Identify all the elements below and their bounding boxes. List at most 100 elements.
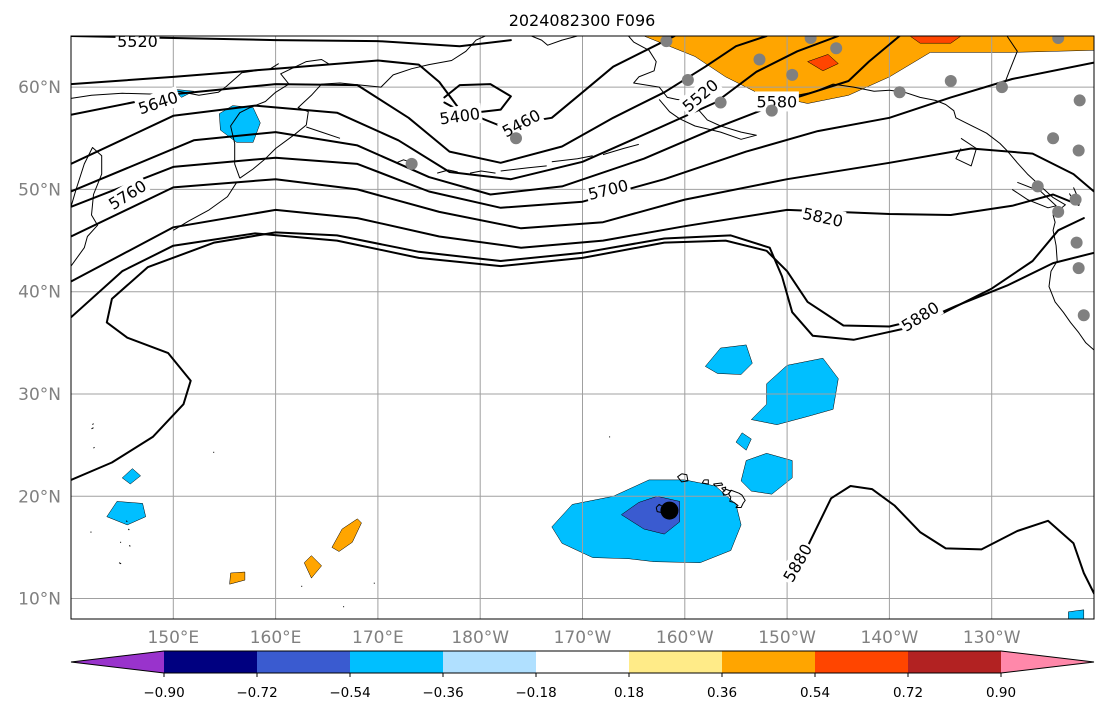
colorbar-upper-extension	[1001, 651, 1094, 673]
station-marker	[1047, 132, 1060, 145]
height-contour-line	[71, 231, 1094, 481]
colorbar-swatch	[257, 651, 351, 673]
station-marker	[786, 68, 799, 81]
height-contour-line	[71, 36, 768, 164]
colorbar-tick-label: 0.18	[614, 685, 644, 701]
contour-label: 5580	[757, 92, 798, 111]
station-marker	[1069, 193, 1082, 206]
coastline-segment	[469, 170, 496, 174]
colorbar-tick-label: −0.72	[236, 685, 277, 701]
coastline-segment	[128, 545, 131, 547]
colorbar-tick-label: −0.90	[143, 685, 184, 701]
latitude-tick-label: 40°N	[18, 283, 61, 303]
colorbar-swatch	[629, 651, 723, 673]
plot-frame	[70, 35, 1095, 620]
longitude-tick-label: 150°E	[147, 628, 199, 648]
station-marker	[405, 157, 418, 170]
station-marker	[753, 53, 766, 66]
height-contour-line	[791, 485, 1094, 595]
colorbar-swatch	[164, 651, 258, 673]
anomaly-shaded-region	[121, 468, 141, 485]
storm-center-layer	[660, 501, 679, 520]
contour-label: 5520	[117, 32, 158, 51]
colorbar-tick-label: 0.72	[893, 685, 923, 701]
longitude-tick-label: 170°E	[352, 628, 404, 648]
latitude-tick-label: 20°N	[18, 487, 61, 507]
station-marker	[681, 73, 694, 86]
anomaly-shaded-region	[807, 54, 839, 72]
longitude-tick-label: 180°W	[451, 628, 509, 648]
coastline-segment	[173, 182, 238, 231]
longitude-tick-label: 170°W	[554, 628, 612, 648]
anomaly-shaded-region	[219, 105, 261, 143]
axis-tick-label-layer: 150°E 160°E 170°E 180°W 170°W 160°W 150°W 140°W…	[18, 78, 1021, 648]
station-marker	[1052, 205, 1065, 218]
colorbar-tick-label: −0.36	[422, 685, 463, 701]
coastline-segment	[92, 423, 94, 426]
colorbar-swatch	[536, 651, 630, 673]
height-contour-line	[71, 193, 1080, 283]
contour-label-background	[103, 174, 152, 215]
anomaly-shaded-region	[909, 36, 962, 44]
station-marker	[804, 36, 817, 45]
colorbar-lower-extension	[71, 651, 164, 673]
station-marker	[1070, 236, 1083, 249]
coastline-segment	[230, 59, 331, 179]
colorbar-swatch	[815, 651, 909, 673]
anomaly-shaded-region	[1068, 609, 1085, 619]
coastline-segment	[677, 473, 689, 483]
contour-label-background	[777, 538, 817, 587]
station-marker	[1072, 144, 1085, 157]
longitude-tick-label: 160°E	[250, 628, 302, 648]
coastline-segment	[500, 165, 547, 172]
colorbar: −0.90 −0.72 −0.54 −0.36 −0.18 0.18 0.36 0.54 0.7…	[70, 650, 1095, 701]
station-marker	[1031, 180, 1044, 193]
graticule-layer	[71, 36, 1094, 619]
colorbar-swatch	[908, 651, 1002, 673]
station-marker	[1073, 94, 1086, 107]
height-contour-line	[71, 217, 1085, 328]
station-marker-layer	[405, 36, 1090, 322]
latitude-tick-label: 60°N	[18, 78, 61, 98]
contour-label-background	[436, 102, 483, 129]
longitude-tick-label: 140°W	[861, 628, 919, 648]
colorbar-swatch	[443, 651, 537, 673]
contour-label-background	[799, 202, 847, 232]
anomaly-shaded-region	[331, 518, 362, 552]
colorbar-tick-label: 0.54	[800, 685, 830, 701]
station-marker	[714, 96, 727, 109]
colorbar-tick-label: −0.18	[515, 685, 556, 701]
contour-label-background	[896, 296, 945, 337]
coastline-segment	[71, 147, 103, 267]
latitude-tick-label: 50°N	[18, 180, 61, 200]
station-marker	[660, 36, 673, 48]
coastline-segment	[93, 446, 95, 449]
colorbar-tick-label: −0.54	[329, 685, 370, 701]
coastline-segment	[551, 155, 593, 163]
coastline-segment	[531, 36, 578, 46]
contour-label-background	[676, 73, 724, 118]
anomaly-shaded-region	[704, 344, 753, 375]
coastline-segment	[91, 427, 94, 430]
height-contour-line	[71, 36, 840, 181]
coastline-segment	[118, 562, 122, 565]
latitude-tick-label: 30°N	[18, 385, 61, 405]
coastline-segment	[1003, 36, 1018, 86]
coastline-segment	[955, 137, 977, 167]
contour-label-background	[133, 86, 182, 119]
contour-label-background	[754, 91, 799, 112]
latitude-tick-label: 10°N	[18, 590, 61, 610]
station-marker	[765, 104, 778, 117]
station-marker	[510, 132, 523, 145]
station-marker	[1052, 36, 1065, 45]
anomaly-shaded-region	[740, 453, 793, 495]
longitude-tick-label: 160°W	[656, 628, 714, 648]
anomaly-shaded-region	[303, 555, 322, 579]
coastline-segment	[125, 520, 128, 523]
figure-title: 2024082300 F096	[509, 11, 656, 30]
anomaly-shaded-region	[106, 501, 146, 526]
station-marker	[1072, 262, 1085, 275]
height-contour-line	[71, 147, 1094, 238]
anomaly-shaded-region	[229, 571, 246, 585]
contour-label-background	[584, 174, 632, 205]
